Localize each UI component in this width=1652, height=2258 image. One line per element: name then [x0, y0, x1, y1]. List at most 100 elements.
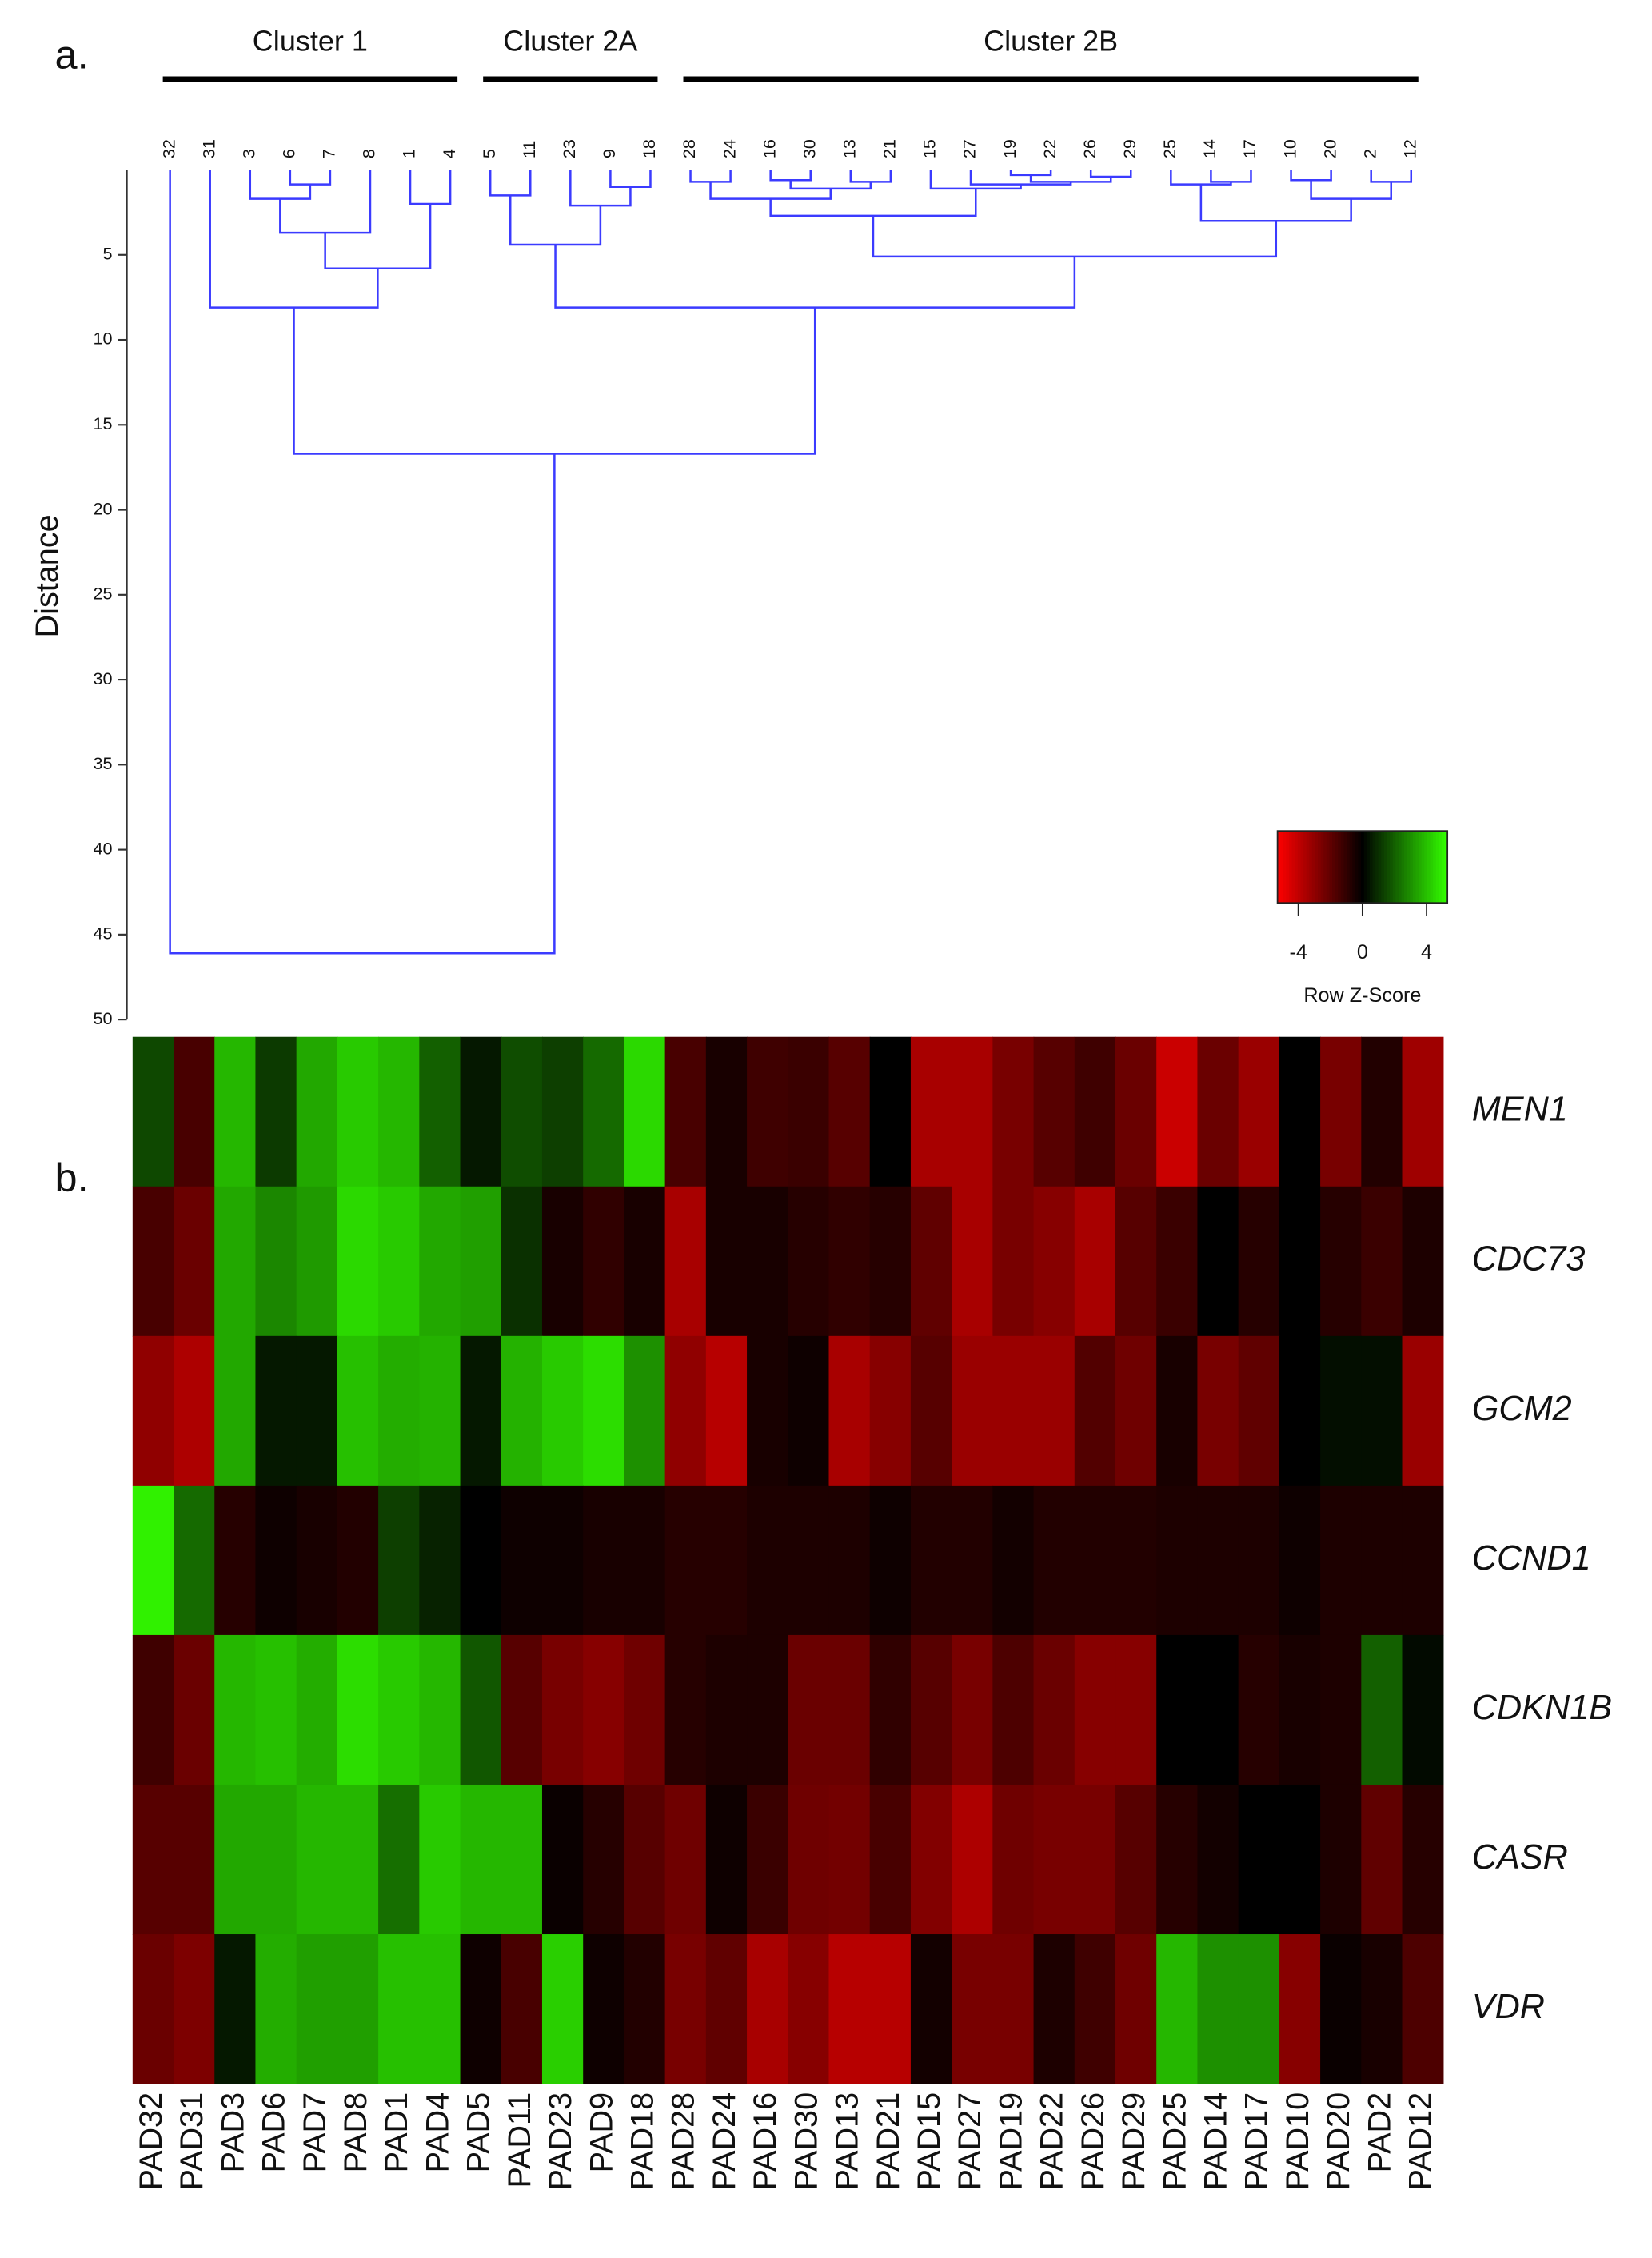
- heatmap-cell: [1156, 1634, 1199, 1785]
- heatmap-cell: [624, 1934, 666, 2084]
- leaf-label: 15: [920, 139, 940, 158]
- heatmap-cell: [1361, 1934, 1403, 2084]
- heatmap-cell: [705, 1036, 748, 1187]
- heatmap-cell: [1156, 1036, 1199, 1187]
- heatmap-cell: [1402, 1934, 1444, 2084]
- colorbar-swatch: [1427, 831, 1431, 904]
- heatmap-cell: [869, 1634, 912, 1785]
- heatmap-cell: [214, 1335, 257, 1486]
- heatmap-cell: [583, 1934, 625, 2084]
- heatmap-cell: [501, 1335, 543, 1486]
- heatmap-cell: [1197, 1634, 1239, 1785]
- column-label: PAD28: [666, 2092, 701, 2191]
- heatmap-cell: [296, 1934, 338, 2084]
- heatmap-cell: [378, 1485, 421, 1636]
- heatmap-cell: [788, 1784, 830, 1935]
- heatmap-cell: [952, 1784, 994, 1935]
- heatmap-cell: [869, 1186, 912, 1337]
- leaf-label: 20: [1319, 139, 1339, 158]
- heatmap-cell: [705, 1335, 748, 1486]
- heatmap-cell: [1156, 1784, 1199, 1935]
- heatmap-cell: [419, 1335, 461, 1486]
- heatmap-cell: [1197, 1036, 1239, 1187]
- heatmap-cell: [501, 1036, 543, 1187]
- cluster-label: Cluster 1: [253, 25, 368, 58]
- heatmap-cell: [624, 1186, 666, 1337]
- heatmap-cell: [664, 1186, 707, 1337]
- heatmap-cell: [174, 1186, 215, 1337]
- colorbar-swatch: [1343, 831, 1347, 904]
- leaf-label: 19: [1000, 139, 1020, 158]
- colorbar-swatch: [1433, 831, 1437, 904]
- heatmap-cell: [952, 1186, 994, 1337]
- colorbar-swatch: [1401, 831, 1405, 904]
- heatmap-cell: [583, 1784, 625, 1935]
- leaf-label: 16: [759, 139, 779, 158]
- colorbar-swatch: [1383, 831, 1388, 904]
- heatmap-cell: [1156, 1186, 1199, 1337]
- heatmap-cell: [174, 1784, 215, 1935]
- colorbar-swatch: [1277, 831, 1281, 904]
- heatmap-cell: [460, 1036, 502, 1187]
- heatmap-cell: [501, 1485, 543, 1636]
- heatmap-cell: [1320, 1335, 1363, 1486]
- column-label: PAD5: [461, 2092, 497, 2173]
- heatmap-cell: [583, 1335, 625, 1486]
- heatmap-cell: [255, 1485, 297, 1636]
- heatmap-cell: [296, 1634, 338, 1785]
- heatmap-cell: [992, 1934, 1035, 2084]
- heatmap-cell: [992, 1036, 1035, 1187]
- heatmap-cell: [1238, 1485, 1280, 1636]
- heatmap-cell: [337, 1335, 379, 1486]
- heatmap-cell: [132, 1485, 174, 1636]
- colorbar-label: Row Z-Score: [1303, 984, 1421, 1007]
- leaf-label: 7: [319, 149, 339, 158]
- column-label: PAD12: [1403, 2092, 1439, 2191]
- heatmap-cell: [1156, 1335, 1199, 1486]
- leaf-label: 10: [1279, 139, 1299, 158]
- column-label: PAD29: [1116, 2092, 1151, 2191]
- heatmap-cell: [541, 1485, 584, 1636]
- colorbar-swatch: [1306, 831, 1310, 904]
- heatmap-cell: [910, 1036, 952, 1187]
- colorbar-swatch: [1300, 831, 1304, 904]
- heatmap-cell: [132, 1036, 174, 1187]
- colorbar-swatch: [1291, 831, 1295, 904]
- dendrogram-link: [554, 245, 1076, 309]
- heatmap-cell: [869, 1485, 912, 1636]
- heatmap-cell: [664, 1634, 707, 1785]
- colorbar-swatch: [1424, 831, 1428, 904]
- colorbar-swatch: [1395, 831, 1399, 904]
- heatmap-cell: [214, 1485, 257, 1636]
- heatmap-cell: [1115, 1784, 1157, 1935]
- leaf-label: 5: [479, 149, 499, 158]
- heatmap-cell: [501, 1934, 543, 2084]
- colorbar-swatch: [1295, 831, 1299, 904]
- heatmap-cell: [1074, 1784, 1116, 1935]
- heatmap-cell: [788, 1186, 830, 1337]
- colorbar-swatch: [1407, 831, 1411, 904]
- heatmap-cell: [378, 1036, 421, 1187]
- heatmap-cell: [1197, 1784, 1239, 1935]
- heatmap-cell: [1033, 1335, 1075, 1486]
- leaf-label: 24: [719, 139, 739, 158]
- heatmap-cell: [1238, 1784, 1280, 1935]
- heatmap-cell: [828, 1335, 871, 1486]
- heatmap-cell: [501, 1186, 543, 1337]
- heatmap-cell: [910, 1186, 952, 1337]
- heatmap-cell: [828, 1934, 871, 2084]
- heatmap-cell: [1320, 1634, 1363, 1785]
- leaf-label: 4: [439, 149, 459, 158]
- heatmap-cell: [1197, 1934, 1239, 2084]
- heatmap-cell: [664, 1934, 707, 2084]
- leaf-label: 12: [1399, 139, 1419, 158]
- heatmap-cell: [583, 1485, 625, 1636]
- heatmap-cell: [419, 1036, 461, 1187]
- heatmap-cell: [1074, 1934, 1116, 2084]
- heatmap-cell: [1074, 1186, 1116, 1337]
- column-label: PAD25: [1157, 2092, 1192, 2191]
- colorbar-swatch: [1421, 831, 1425, 904]
- column-label: PAD7: [297, 2092, 333, 2173]
- colorbar-swatch: [1441, 831, 1446, 904]
